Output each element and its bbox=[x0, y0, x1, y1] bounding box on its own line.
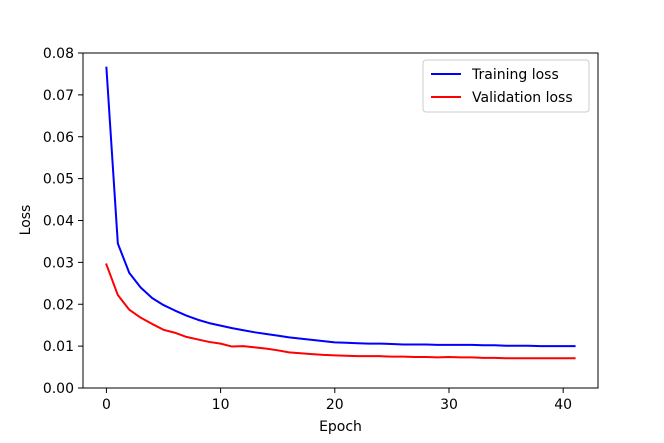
y-tick-label: 0.05 bbox=[43, 172, 74, 188]
x-tick-label: 30 bbox=[440, 397, 458, 413]
x-tick-label: 40 bbox=[554, 397, 572, 413]
y-tick-label: 0.08 bbox=[43, 46, 74, 62]
y-axis-label: Loss bbox=[18, 205, 34, 236]
legend-box bbox=[422, 59, 590, 113]
legend: Training loss Validation loss bbox=[422, 59, 590, 113]
legend-label-training: Training loss bbox=[471, 67, 559, 83]
training-loss-line bbox=[105, 66, 576, 348]
y-tick-label: 0.03 bbox=[43, 255, 74, 271]
y-tick-label: 0.06 bbox=[43, 130, 74, 146]
y-tick-label: 0.07 bbox=[43, 88, 74, 104]
legend-label-validation: Validation loss bbox=[472, 90, 573, 106]
x-axis: 0 10 20 30 40 bbox=[102, 388, 572, 413]
y-axis: 0.00 0.01 0.02 0.03 0.04 0.05 0.06 0.07 0.08 bbox=[43, 46, 83, 397]
validation-loss-line bbox=[105, 263, 576, 360]
x-tick-label: 0 bbox=[102, 397, 111, 413]
x-tick-label: 20 bbox=[326, 397, 344, 413]
y-tick-label: 0.00 bbox=[43, 381, 74, 397]
y-tick-label: 0.04 bbox=[43, 214, 74, 230]
x-tick-label: 10 bbox=[212, 397, 230, 413]
series-layer bbox=[105, 66, 576, 360]
y-tick-label: 0.02 bbox=[43, 297, 74, 313]
x-axis-label: Epoch bbox=[319, 419, 362, 435]
y-tick-label: 0.01 bbox=[43, 339, 74, 355]
